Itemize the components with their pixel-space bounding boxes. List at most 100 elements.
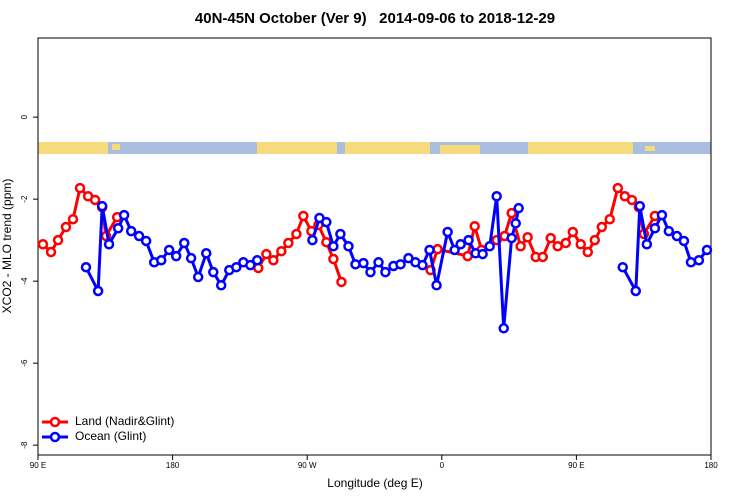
legend-label: Land (Nadir&Glint) <box>75 414 174 428</box>
data-point <box>442 226 453 238</box>
data-point <box>491 191 502 202</box>
data-point <box>567 226 579 238</box>
data-point <box>671 230 683 242</box>
data-point <box>693 254 705 266</box>
data-point <box>463 234 474 246</box>
data-point <box>449 244 460 256</box>
data-point <box>649 223 661 234</box>
data-point <box>37 238 49 250</box>
data-point <box>179 237 190 249</box>
data-point <box>118 209 130 221</box>
data-point <box>163 244 175 256</box>
x-tick-label: 0 <box>440 461 445 470</box>
land-strip <box>257 142 337 154</box>
data-point <box>321 216 332 228</box>
legend-label: Ocean (Glint) <box>75 429 146 443</box>
land-strip <box>528 142 633 154</box>
data-point <box>350 259 361 270</box>
data-point <box>343 241 354 252</box>
data-point <box>268 254 279 266</box>
data-point <box>417 259 428 271</box>
data-point <box>328 253 339 265</box>
x-tick-label: 90 W <box>298 461 317 470</box>
series <box>37 182 661 288</box>
data-point <box>231 261 242 273</box>
legend: Land (Nadir&Glint)Ocean (Glint) <box>42 414 174 443</box>
data-point <box>522 232 533 243</box>
land-ocean-strip <box>38 142 711 154</box>
data-point <box>328 241 339 252</box>
y-tick-label: 0 <box>20 114 29 119</box>
data-point <box>604 213 616 225</box>
data-point <box>663 225 675 237</box>
data-point <box>103 238 115 250</box>
data-point <box>560 237 572 249</box>
data-point <box>641 238 653 250</box>
data-point <box>112 223 124 234</box>
data-point <box>291 228 302 240</box>
data-point <box>630 285 642 297</box>
data-point <box>537 251 548 263</box>
land-strip <box>112 144 120 150</box>
data-point <box>678 235 690 247</box>
data-point <box>513 202 524 214</box>
data-point <box>60 221 72 233</box>
data-point <box>201 248 212 259</box>
data-point <box>45 246 57 258</box>
data-point <box>133 230 145 242</box>
chart-title: 40N-45N October (Ver 9) 2014-09-06 to 20… <box>195 10 555 27</box>
data-point <box>545 232 556 244</box>
data-point <box>431 279 442 291</box>
data-point <box>617 261 629 273</box>
data-point <box>477 248 488 260</box>
data-point <box>380 266 391 278</box>
data-point <box>373 257 384 268</box>
data-point <box>245 259 256 271</box>
data-point <box>455 238 466 250</box>
x-tick-label: 180 <box>166 461 180 470</box>
y-tick-label: -8 <box>20 441 29 449</box>
data-point <box>92 285 104 297</box>
data-point <box>170 250 182 262</box>
x-tick-label: 90 E <box>30 461 46 470</box>
data-point <box>208 266 219 278</box>
data-point <box>552 241 563 252</box>
land-strip <box>440 145 480 154</box>
data-point <box>67 213 79 225</box>
legend-marker <box>49 431 61 443</box>
x-axis-label: Longitude (deg E) <box>327 476 422 490</box>
data-point <box>424 244 435 256</box>
x-tick-label: 90 E <box>568 461 584 470</box>
data-point <box>185 252 197 264</box>
data-point <box>140 235 152 247</box>
data-point <box>261 248 272 260</box>
data-point <box>506 207 517 219</box>
data-point <box>192 271 204 283</box>
data-point <box>155 254 167 266</box>
data-point <box>469 220 480 232</box>
data-point <box>395 259 406 270</box>
series <box>80 191 713 334</box>
data-point <box>125 225 137 237</box>
data-point <box>283 237 294 249</box>
data-point <box>358 257 369 269</box>
data-point <box>298 210 309 222</box>
y-tick-label: -6 <box>20 359 29 367</box>
data-point <box>582 246 594 258</box>
data-point <box>365 266 376 278</box>
data-point <box>80 261 92 273</box>
land-strip <box>38 142 108 154</box>
data-point <box>498 323 509 334</box>
plot-frame <box>37 37 712 456</box>
data-point <box>307 234 318 246</box>
data-point <box>701 244 713 256</box>
data-point <box>336 276 347 288</box>
data-point <box>626 194 638 206</box>
data-point <box>515 241 526 252</box>
data-point <box>612 182 624 194</box>
data-point <box>634 200 646 212</box>
data-point <box>215 279 227 291</box>
data-point <box>251 254 263 266</box>
